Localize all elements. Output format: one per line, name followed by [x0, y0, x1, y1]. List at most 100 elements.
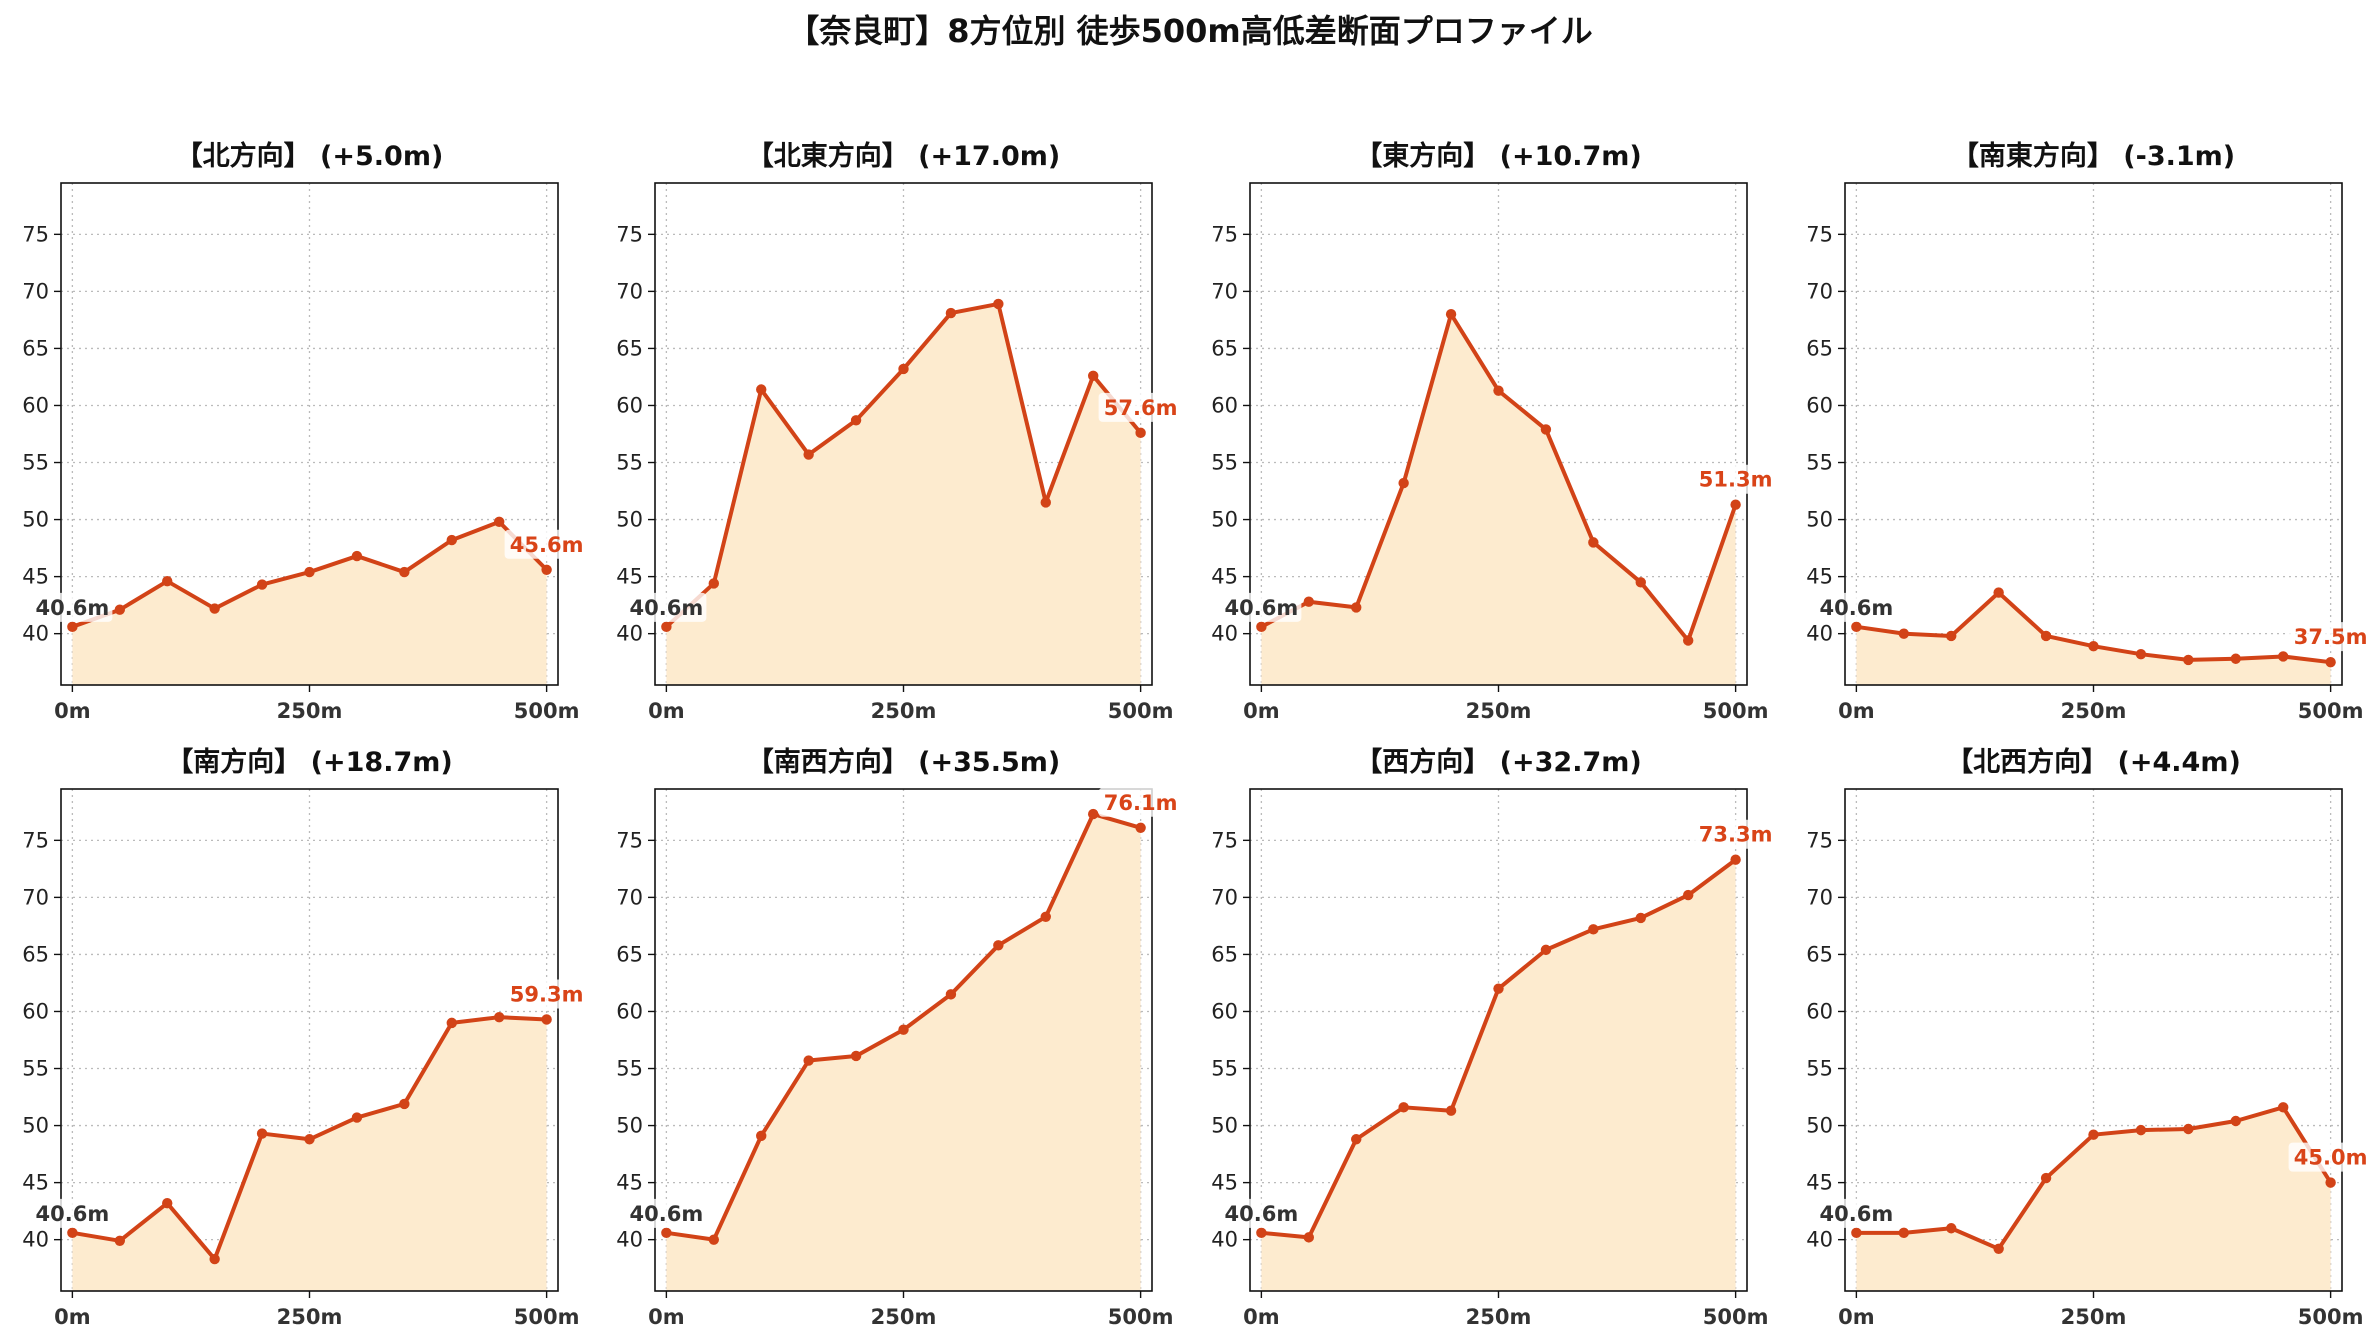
data-point — [1135, 427, 1146, 439]
y-tick-label: 40 — [1806, 622, 1833, 646]
data-point — [993, 298, 1004, 310]
y-tick-label: 55 — [1806, 1057, 1833, 1081]
start-elevation-label: 40.6m — [1225, 596, 1299, 620]
end-elevation-label: 45.0m — [2294, 1146, 2368, 1170]
data-point — [898, 1024, 909, 1035]
data-point — [256, 579, 268, 590]
y-tick-label: 50 — [22, 1114, 49, 1138]
y-tick-label: 70 — [1806, 885, 1833, 909]
panel-6: 【西方向】 (+32.7m) 40 45 50 55 60 65 70 75 0m 250m 500m… — [1211, 746, 1778, 1329]
data-point — [1851, 1227, 1862, 1239]
data-point — [945, 989, 957, 1000]
start-label-background — [624, 592, 707, 622]
x-tick-label: 0m — [54, 1305, 91, 1329]
data-point — [304, 1134, 315, 1145]
data-point — [1682, 889, 1694, 901]
y-tick-label: 45 — [616, 1171, 643, 1195]
data-point — [1730, 854, 1741, 865]
data-point — [1087, 808, 1099, 820]
data-point — [756, 1130, 767, 1142]
x-tick-label: 500m — [1108, 1305, 1174, 1329]
elevation-area — [72, 521, 547, 685]
end-elevation-label: 51.3m — [1699, 468, 1773, 492]
start-label-background — [1814, 1198, 1897, 1228]
x-tick-label: 0m — [54, 699, 91, 723]
y-tick-label: 75 — [22, 222, 49, 246]
y-tick-label: 45 — [1211, 565, 1238, 589]
y-tick-label: 55 — [22, 451, 49, 475]
data-point — [708, 1234, 720, 1245]
data-point — [67, 1227, 78, 1239]
data-point — [1256, 621, 1267, 633]
data-point — [399, 566, 410, 578]
start-elevation-label: 40.6m — [36, 1202, 110, 1226]
y-tick-label: 40 — [1806, 1228, 1833, 1252]
panel-title: 【南方向】 (+18.7m) — [166, 746, 452, 778]
data-point — [1588, 537, 1599, 548]
y-tick-label: 65 — [1211, 336, 1238, 360]
end-label-background — [1098, 392, 1183, 422]
data-point — [1898, 628, 1910, 639]
data-point — [1256, 1227, 1267, 1239]
start-elevation-label: 40.6m — [1820, 596, 1894, 620]
data-point — [898, 363, 909, 375]
data-point — [1135, 822, 1146, 833]
panel-title: 【西方向】 (+32.7m) — [1355, 746, 1641, 778]
panel-7: 【北西方向】 (+4.4m) 40 45 50 55 60 65 70 75 0m 250m 500m… — [1806, 746, 2373, 1329]
data-point — [399, 1098, 410, 1110]
panel-title: 【南西方向】 (+35.5m) — [747, 746, 1060, 778]
y-tick-label: 65 — [22, 942, 49, 966]
data-point — [256, 1128, 268, 1139]
data-point — [2088, 1129, 2099, 1140]
y-tick-label: 50 — [1211, 508, 1238, 532]
data-point — [351, 550, 363, 562]
data-point — [541, 564, 552, 575]
x-tick-label: 250m — [2061, 1305, 2127, 1329]
end-label-background — [1693, 464, 1778, 494]
y-tick-label: 50 — [616, 508, 643, 532]
y-tick-label: 75 — [1211, 828, 1238, 852]
y-tick-label: 45 — [1211, 1171, 1238, 1195]
y-tick-label: 75 — [616, 828, 643, 852]
data-point — [850, 415, 862, 426]
end-label-background — [504, 529, 589, 559]
x-tick-label: 500m — [1108, 699, 1174, 723]
y-tick-label: 65 — [22, 336, 49, 360]
data-point — [1993, 587, 2004, 598]
data-point — [1351, 602, 1362, 613]
start-elevation-label: 40.6m — [630, 596, 704, 620]
data-point — [351, 1112, 363, 1123]
data-point — [1682, 635, 1694, 646]
x-tick-label: 0m — [1838, 1305, 1875, 1329]
y-tick-label: 75 — [22, 828, 49, 852]
data-point — [1087, 370, 1099, 382]
data-point — [1493, 983, 1504, 994]
y-tick-label: 60 — [22, 393, 49, 417]
end-elevation-label: 37.5m — [2294, 625, 2368, 649]
data-point — [2183, 654, 2194, 666]
y-tick-label: 70 — [1211, 885, 1238, 909]
data-point — [1588, 924, 1599, 935]
start-label-background — [624, 1198, 707, 1228]
start-elevation-label: 40.6m — [1225, 1202, 1299, 1226]
y-tick-label: 60 — [616, 999, 643, 1023]
end-elevation-label: 59.3m — [510, 982, 584, 1006]
data-point — [2230, 1115, 2241, 1127]
data-point — [850, 1050, 862, 1062]
x-tick-label: 0m — [648, 699, 685, 723]
y-tick-label: 60 — [616, 393, 643, 417]
y-tick-label: 40 — [22, 622, 49, 646]
data-point — [1445, 1105, 1457, 1116]
data-point — [1898, 1227, 1910, 1239]
x-tick-label: 500m — [2298, 1305, 2364, 1329]
y-tick-label: 75 — [1806, 828, 1833, 852]
data-point — [1946, 630, 1957, 642]
y-tick-label: 65 — [616, 942, 643, 966]
y-tick-label: 60 — [1211, 999, 1238, 1023]
end-elevation-label: 45.6m — [510, 533, 584, 557]
data-point — [1730, 499, 1741, 510]
data-point — [1635, 912, 1646, 924]
data-point — [1493, 385, 1504, 396]
data-point — [162, 1197, 173, 1209]
